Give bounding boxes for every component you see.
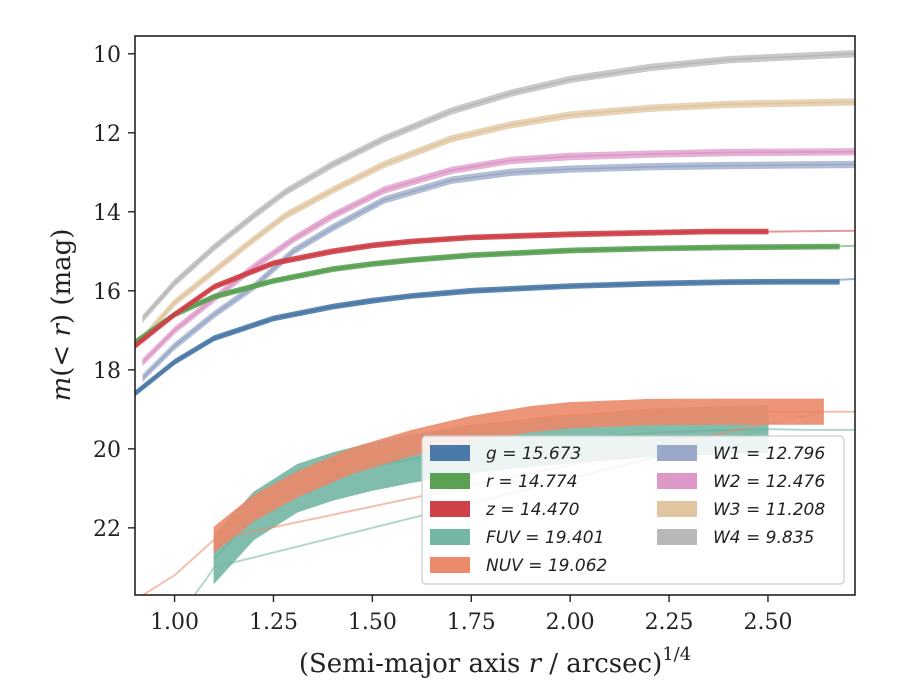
legend-swatch <box>430 501 470 517</box>
legend-swatch <box>657 529 697 545</box>
legend-item: FUV = 19.401 <box>430 528 604 548</box>
series-line <box>142 163 855 379</box>
legend-item: W2 = 12.476 <box>657 472 825 492</box>
x-tick-label: 1.50 <box>348 610 397 635</box>
legend-label: g = 15.673 <box>486 444 581 464</box>
legend-item: NUV = 19.062 <box>430 556 607 576</box>
y-tick-label: 14 <box>93 201 121 226</box>
legend-swatch <box>430 557 470 573</box>
x-axis-label: (Semi-major axis r / arcsec)1/4 <box>299 644 691 679</box>
series-band <box>142 148 855 367</box>
series-fit-line <box>767 229 855 233</box>
y-axis-label: m(< r) (mag) <box>47 229 77 402</box>
y-ticks: 10 12 14 16 18 20 22 <box>93 43 135 542</box>
series-line <box>135 245 840 344</box>
legend-swatch <box>430 529 470 545</box>
legend-swatch <box>657 501 697 517</box>
legend-swatch <box>657 473 697 489</box>
legend-box <box>421 435 845 585</box>
legend-label: W2 = 12.476 <box>713 472 825 492</box>
legend-label: z = 14.470 <box>485 500 579 520</box>
y-tick-label: 20 <box>93 438 121 463</box>
x-tick-label: 2.25 <box>645 610 694 635</box>
series-band <box>135 278 840 397</box>
y-tick-label: 12 <box>93 122 121 147</box>
series-line <box>142 101 855 339</box>
legend-label: W3 = 11.208 <box>713 500 825 520</box>
series-line <box>142 52 855 320</box>
x-tick-label: 1.00 <box>150 610 199 635</box>
x-tick-label: 2.50 <box>743 610 792 635</box>
legend-label: W1 = 12.796 <box>713 444 825 464</box>
legend: g = 15.673 r = 14.774 z = 14.470 FUV = 19.4… <box>421 435 845 585</box>
series-band <box>142 160 855 383</box>
x-tick-label: 1.25 <box>249 610 298 635</box>
legend-item: r = 14.774 <box>430 472 578 492</box>
y-tick-label: 22 <box>93 517 121 542</box>
legend-item: W4 = 9.835 <box>657 528 814 548</box>
y-tick-label: 10 <box>93 43 121 68</box>
series-band <box>142 98 855 343</box>
series-fit-line <box>839 278 855 281</box>
x-tick-label: 1.75 <box>447 610 496 635</box>
legend-label: W4 = 9.835 <box>713 528 814 548</box>
series-g <box>135 278 855 397</box>
legend-item: g = 15.673 <box>430 444 581 464</box>
series-line <box>142 150 855 363</box>
series-line <box>135 280 840 395</box>
series-w4 <box>142 50 855 323</box>
legend-swatch <box>657 445 697 461</box>
legend-swatch <box>430 473 470 489</box>
series-band <box>142 50 855 323</box>
series-line <box>135 230 768 347</box>
series-w3 <box>142 98 855 343</box>
series-line <box>213 410 824 541</box>
y-tick-label: 16 <box>93 280 121 305</box>
series-band <box>135 243 840 346</box>
series-w1 <box>142 160 855 383</box>
y-tick-label: 18 <box>93 359 121 384</box>
legend-label: FUV = 19.401 <box>486 528 604 548</box>
legend-item: z = 14.470 <box>430 500 579 520</box>
legend-label: r = 14.774 <box>486 472 578 492</box>
series-z <box>135 228 855 350</box>
legend-swatch <box>430 445 470 461</box>
x-ticks: 1.00 1.25 1.50 1.75 2.00 2.25 2.50 <box>150 595 792 635</box>
series-nuv <box>142 398 855 595</box>
series-w2 <box>142 148 855 367</box>
legend-label: NUV = 19.062 <box>486 556 607 576</box>
series-band <box>213 398 824 554</box>
legend-item: W1 = 12.796 <box>657 444 825 464</box>
legend-item: W3 = 11.208 <box>657 500 825 520</box>
plot-frame <box>134 35 856 596</box>
x-tick-label: 2.00 <box>546 610 595 635</box>
series-r <box>135 243 855 346</box>
